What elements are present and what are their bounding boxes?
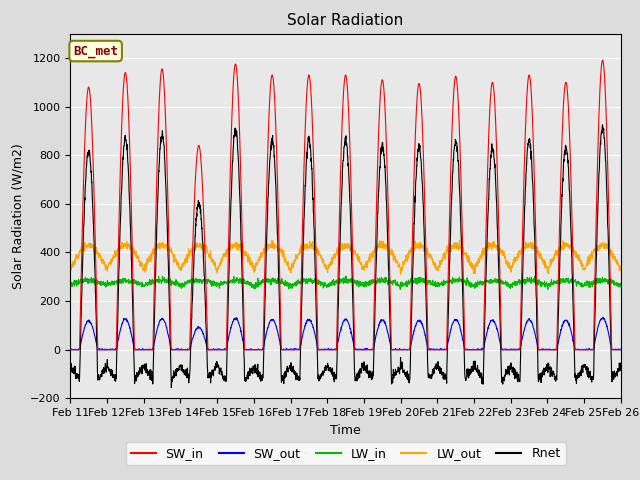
Text: BC_met: BC_met xyxy=(73,45,118,58)
X-axis label: Time: Time xyxy=(330,424,361,437)
Legend: SW_in, SW_out, LW_in, LW_out, Rnet: SW_in, SW_out, LW_in, LW_out, Rnet xyxy=(125,442,566,465)
Y-axis label: Solar Radiation (W/m2): Solar Radiation (W/m2) xyxy=(12,143,24,289)
Title: Solar Radiation: Solar Radiation xyxy=(287,13,404,28)
